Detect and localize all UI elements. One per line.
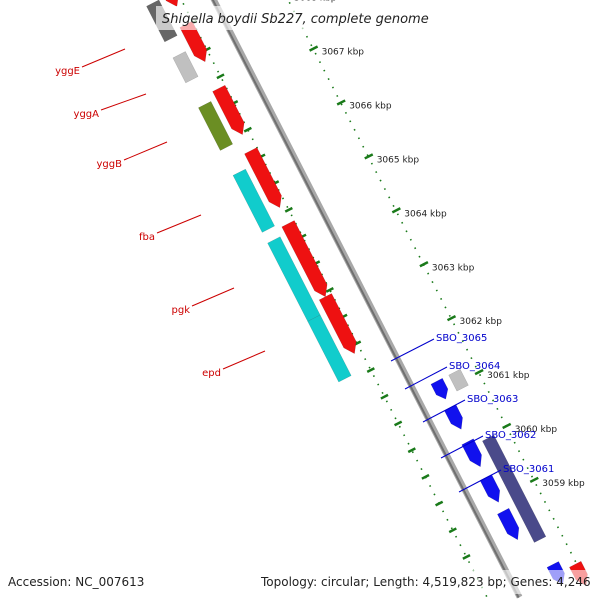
inner-tick (421, 473, 430, 480)
gene-feature (482, 434, 547, 543)
gene-label: SBO_3063 (467, 394, 518, 405)
gene-label: yggB (97, 159, 123, 170)
gene-label: pgk (172, 305, 191, 316)
gene-label: fba (139, 232, 155, 243)
inner-tick (243, 126, 252, 133)
gene-feature (318, 293, 357, 354)
inner-tick (407, 447, 416, 454)
kbp-tick (446, 314, 457, 322)
gene-label-leader (100, 93, 147, 111)
kbp-tick-label: 3061 kbp (487, 371, 530, 381)
gene-feature (212, 84, 245, 135)
genome-backbone-shade (211, 0, 520, 599)
title-backdrop (156, 6, 446, 30)
kbp-tick (502, 422, 512, 430)
inner-tick (216, 73, 225, 80)
kbp-tick (309, 45, 319, 52)
footer-backdrop (0, 570, 600, 594)
kbp-tick-label: 3062 kbp (460, 317, 503, 327)
gene-feature (244, 147, 282, 208)
gene-feature (479, 474, 501, 503)
kbp-tick (336, 99, 346, 106)
kbp-tick-label: 3065 kbp (377, 155, 420, 165)
kbp-tick (391, 207, 401, 214)
kbp-tick (419, 261, 429, 268)
gene-feature (430, 377, 449, 400)
gene-label: epd (202, 368, 221, 379)
gene-feature (198, 101, 234, 151)
gene-label-leader (123, 141, 168, 161)
gene-feature (307, 314, 352, 383)
gene-label-leader (222, 350, 266, 370)
gene-label-leader (422, 399, 466, 423)
inner-tick (448, 527, 457, 534)
gene-label-leader (404, 366, 448, 390)
inner-tick (462, 554, 471, 560)
gene-feature (172, 51, 199, 84)
inner-tick (393, 420, 403, 427)
map-title: Shigella boydii Sb227, complete genome (162, 12, 429, 27)
gene-label-leader (390, 338, 435, 362)
kbp-tick (529, 476, 539, 484)
gene-label: SBO_3061 (503, 464, 554, 475)
kbp-tick-label: 3067 kbp (322, 48, 365, 58)
kbp-tick-label: 3064 kbp (404, 209, 447, 219)
kbp-tick-label: 3066 kbp (349, 102, 392, 112)
gene-label-leader (81, 48, 126, 68)
gene-label-leader (440, 435, 484, 459)
gene-label: yggA (74, 109, 100, 120)
gene-feature (497, 507, 520, 541)
inner-tick (380, 393, 389, 400)
kbp-tick-label: 3063 kbp (432, 263, 475, 273)
kbp-tick-label: 3060 kbp (515, 425, 558, 435)
gene-label: SBO_3064 (449, 361, 500, 372)
inner-tick (434, 500, 444, 507)
inner-tick (284, 206, 293, 213)
gene-label: SBO_3065 (436, 333, 487, 344)
gene-label: yggE (55, 66, 80, 77)
gene-feature (461, 438, 482, 468)
inner-tick (325, 286, 334, 293)
gene-feature (444, 404, 463, 430)
gene-feature (165, 0, 179, 7)
gene-feature (448, 368, 469, 392)
gene-feature (281, 220, 328, 298)
gene-feature (232, 168, 275, 233)
outer-dotted-guide (287, 0, 580, 568)
topology-text: Topology: circular; Length: 4,519,823 bp… (260, 575, 591, 589)
kbp-tick (474, 368, 484, 376)
kbp-tick-label: 3068 kbp (294, 0, 337, 4)
gene-label-leader (458, 469, 502, 493)
genome-backbone (210, 0, 523, 599)
inner-tick (366, 367, 375, 373)
kbp-tick (364, 153, 374, 160)
kbp-tick-label: 3059 kbp (542, 479, 585, 489)
accession-text: Accession: NC_007613 (8, 575, 144, 589)
gene-label-leader (156, 214, 202, 234)
gene-label: SBO_3062 (485, 430, 536, 441)
gene-label-leader (191, 287, 235, 307)
